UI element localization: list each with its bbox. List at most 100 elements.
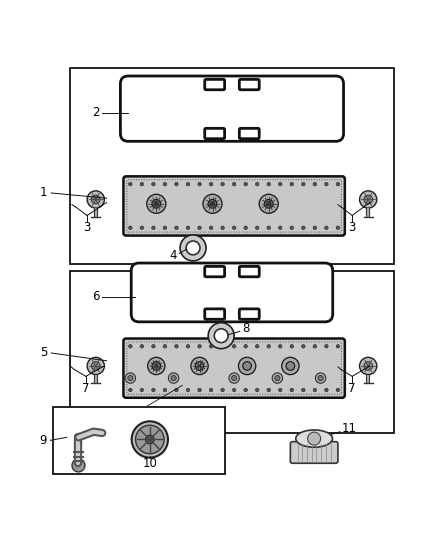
Circle shape xyxy=(208,199,217,208)
Circle shape xyxy=(267,344,270,348)
Circle shape xyxy=(279,182,282,186)
Circle shape xyxy=(244,226,247,230)
Text: 10: 10 xyxy=(142,457,157,470)
Text: 1: 1 xyxy=(40,187,48,199)
Circle shape xyxy=(198,388,201,392)
Text: 7: 7 xyxy=(82,382,89,395)
Circle shape xyxy=(244,388,247,392)
Circle shape xyxy=(154,201,159,206)
Circle shape xyxy=(315,373,326,383)
Circle shape xyxy=(129,182,132,186)
Text: 7: 7 xyxy=(349,382,356,395)
Circle shape xyxy=(275,375,280,381)
Circle shape xyxy=(147,195,166,213)
Circle shape xyxy=(140,182,144,186)
Circle shape xyxy=(364,361,372,370)
Circle shape xyxy=(140,388,144,392)
Text: 9: 9 xyxy=(39,434,47,447)
Circle shape xyxy=(203,195,222,213)
Circle shape xyxy=(244,344,247,348)
Circle shape xyxy=(140,226,144,230)
Circle shape xyxy=(360,191,377,208)
Circle shape xyxy=(290,388,293,392)
Circle shape xyxy=(180,235,206,261)
Circle shape xyxy=(209,388,213,392)
FancyBboxPatch shape xyxy=(205,309,225,319)
Circle shape xyxy=(229,373,239,383)
Circle shape xyxy=(175,388,178,392)
Circle shape xyxy=(171,375,176,381)
FancyBboxPatch shape xyxy=(239,309,259,319)
Circle shape xyxy=(232,375,237,381)
Circle shape xyxy=(148,357,165,375)
Circle shape xyxy=(259,195,278,213)
Circle shape xyxy=(279,344,282,348)
Circle shape xyxy=(267,388,270,392)
Text: 6: 6 xyxy=(92,290,99,303)
Circle shape xyxy=(128,375,133,381)
Circle shape xyxy=(175,344,178,348)
Circle shape xyxy=(302,226,305,230)
Circle shape xyxy=(364,195,372,204)
FancyBboxPatch shape xyxy=(205,128,225,139)
Text: 5: 5 xyxy=(40,346,48,359)
Circle shape xyxy=(87,191,104,208)
Circle shape xyxy=(209,344,213,348)
Circle shape xyxy=(302,344,305,348)
Circle shape xyxy=(290,182,293,186)
Circle shape xyxy=(282,357,299,375)
Circle shape xyxy=(92,195,100,204)
Circle shape xyxy=(221,388,224,392)
Circle shape xyxy=(255,388,259,392)
Circle shape xyxy=(267,226,270,230)
Circle shape xyxy=(152,182,155,186)
Circle shape xyxy=(325,182,328,186)
Bar xyxy=(70,68,394,264)
Circle shape xyxy=(135,425,164,454)
Circle shape xyxy=(186,241,200,255)
FancyBboxPatch shape xyxy=(239,128,259,139)
Circle shape xyxy=(152,226,155,230)
FancyBboxPatch shape xyxy=(131,263,333,322)
Circle shape xyxy=(233,182,236,186)
Circle shape xyxy=(152,199,161,208)
FancyBboxPatch shape xyxy=(205,266,225,277)
Circle shape xyxy=(129,388,132,392)
Circle shape xyxy=(302,388,305,392)
Circle shape xyxy=(191,357,208,375)
Circle shape xyxy=(243,361,251,370)
Circle shape xyxy=(163,388,167,392)
Circle shape xyxy=(221,226,224,230)
FancyBboxPatch shape xyxy=(239,266,259,277)
Text: 2: 2 xyxy=(92,107,99,119)
Circle shape xyxy=(279,388,282,392)
Circle shape xyxy=(302,182,305,186)
Circle shape xyxy=(233,344,236,348)
Ellipse shape xyxy=(296,430,332,447)
Circle shape xyxy=(208,322,234,349)
Circle shape xyxy=(163,226,167,230)
FancyBboxPatch shape xyxy=(124,176,345,236)
Circle shape xyxy=(325,388,328,392)
Circle shape xyxy=(325,344,328,348)
Text: 11: 11 xyxy=(341,422,356,435)
Circle shape xyxy=(152,388,155,392)
Text: 4: 4 xyxy=(170,249,177,262)
Circle shape xyxy=(267,201,271,206)
Text: 3: 3 xyxy=(83,221,91,234)
Text: 8: 8 xyxy=(242,322,250,335)
Circle shape xyxy=(238,357,256,375)
FancyBboxPatch shape xyxy=(290,442,338,463)
Circle shape xyxy=(129,344,132,348)
Circle shape xyxy=(175,226,178,230)
Circle shape xyxy=(233,388,236,392)
Circle shape xyxy=(265,199,273,208)
Circle shape xyxy=(336,388,339,392)
Circle shape xyxy=(214,329,228,343)
Circle shape xyxy=(152,344,155,348)
Circle shape xyxy=(198,182,201,186)
Circle shape xyxy=(152,361,161,370)
Circle shape xyxy=(145,435,154,444)
Text: 3: 3 xyxy=(349,221,356,234)
Bar xyxy=(70,271,394,433)
